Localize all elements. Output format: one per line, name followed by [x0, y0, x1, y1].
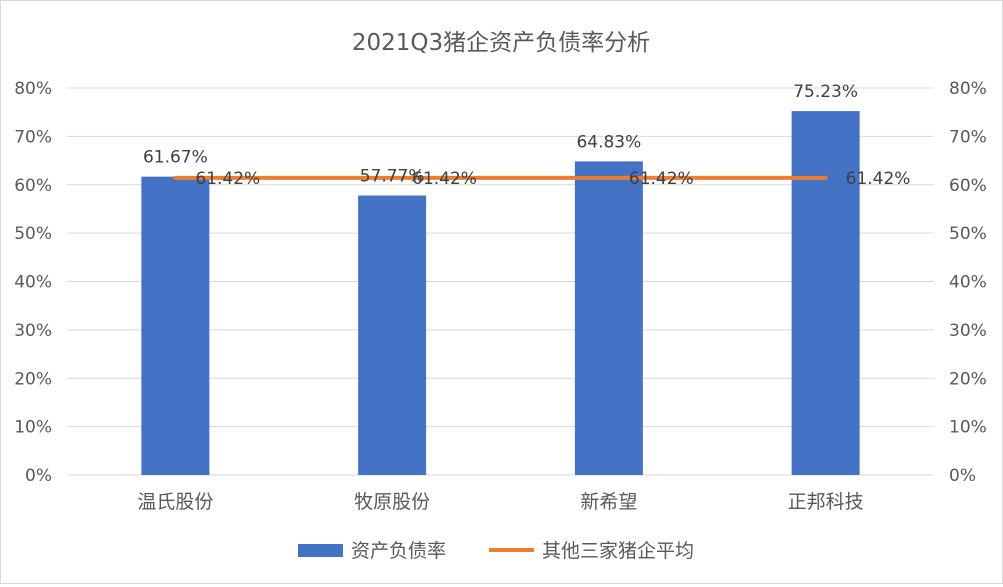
- x-tick-label: 正邦科技: [788, 491, 864, 513]
- line-data-label: 61.42%: [846, 169, 911, 189]
- bar-series: [141, 111, 860, 475]
- data-labels: 61.67% 57.77% 64.83% 75.23% 61.42% 61.42% 61.4…: [143, 82, 910, 189]
- y-axis-right: 0% 10% 20% 30% 40% 50% 60% 70% 80%: [949, 79, 987, 486]
- y-tick-label: 70%: [14, 127, 52, 147]
- y-tick-label-right: 40%: [949, 273, 987, 293]
- y-tick-label: 60%: [14, 176, 52, 196]
- x-tick-label: 新希望: [580, 491, 637, 513]
- line-data-label: 61.42%: [412, 169, 477, 189]
- y-tick-label-right: 30%: [949, 321, 987, 341]
- y-tick-label-right: 60%: [949, 176, 987, 196]
- y-tick-label-right: 70%: [949, 127, 987, 147]
- legend-label: 其他三家猪企平均: [542, 540, 694, 562]
- line-data-label: 61.42%: [195, 169, 260, 189]
- y-tick-label-right: 80%: [949, 79, 987, 99]
- y-tick-label: 40%: [14, 273, 52, 293]
- y-tick-label: 20%: [14, 369, 52, 389]
- bar: [141, 176, 210, 475]
- bar: [574, 161, 643, 475]
- bar: [791, 111, 860, 475]
- bar-data-label: 61.67%: [143, 148, 208, 168]
- x-tick-label: 温氏股份: [137, 491, 213, 513]
- y-tick-label: 80%: [14, 79, 52, 99]
- bar-data-label: 75.23%: [793, 82, 858, 102]
- chart-title: 2021Q3猪企资产负债率分析: [352, 30, 650, 56]
- y-tick-label: 0%: [25, 466, 52, 486]
- y-tick-label-right: 20%: [949, 369, 987, 389]
- x-tick-label: 牧原股份: [354, 491, 430, 513]
- line-data-label: 61.42%: [629, 169, 694, 189]
- bar-data-label: 57.77%: [360, 167, 425, 187]
- y-tick-label-right: 10%: [949, 418, 987, 438]
- legend-bar-swatch: [298, 544, 343, 557]
- bar-data-label: 64.83%: [576, 132, 641, 152]
- y-tick-label-right: 50%: [949, 224, 987, 244]
- y-tick-label: 30%: [14, 321, 52, 341]
- legend: 资产负债率 其他三家猪企平均: [298, 540, 694, 562]
- y-tick-label: 10%: [14, 418, 52, 438]
- bar: [358, 195, 427, 475]
- x-axis: 温氏股份 牧原股份 新希望 正邦科技: [137, 491, 863, 513]
- y-tick-label: 50%: [14, 224, 52, 244]
- y-axis-left: 0% 10% 20% 30% 40% 50% 60% 70% 80%: [14, 79, 52, 486]
- legend-label: 资产负债率: [351, 540, 446, 562]
- gridlines: [67, 87, 934, 476]
- y-tick-label-right: 0%: [949, 466, 976, 486]
